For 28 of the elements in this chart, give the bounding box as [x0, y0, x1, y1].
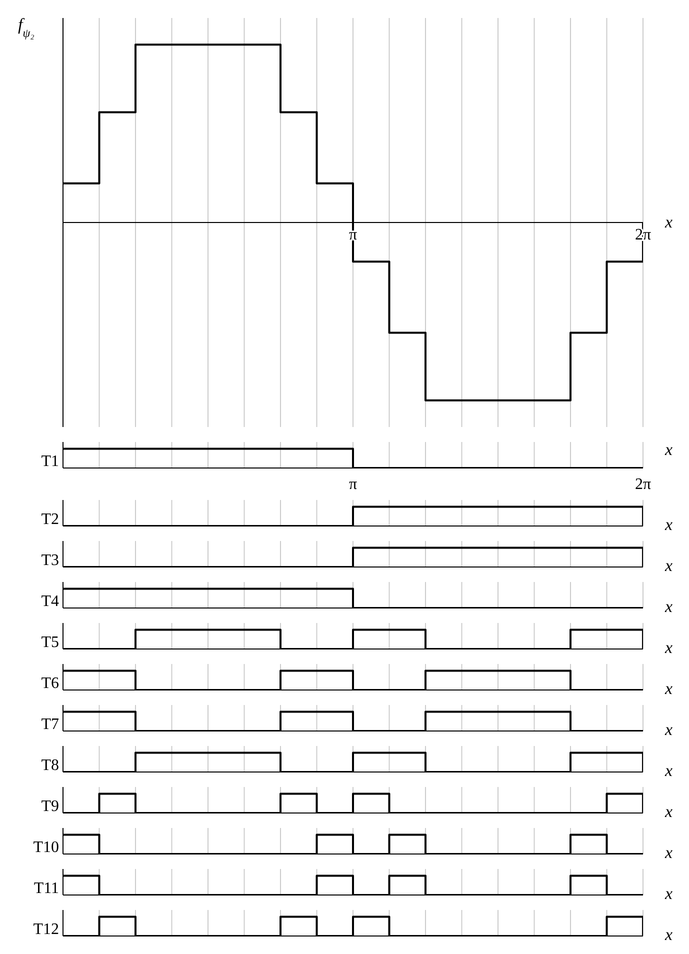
x-axis-title: x	[664, 720, 673, 739]
y-axis-title: T12	[33, 921, 59, 938]
x-axis-title: x	[664, 556, 673, 575]
y-axis-title: T8	[41, 757, 59, 774]
x-axis-title: x	[664, 212, 673, 232]
y-axis-title: f$_{ψ₂}$	[18, 15, 34, 40]
x-axis-title: x	[664, 515, 673, 534]
y-axis-title: T1	[41, 453, 59, 470]
y-axis-title: T10	[33, 839, 59, 856]
x-axis-title: x	[664, 925, 673, 944]
y-axis-title: T7	[41, 716, 59, 733]
x-axis-title: x	[664, 761, 673, 780]
y-axis-title: T2	[41, 511, 59, 528]
x-axis-title: x	[664, 638, 673, 657]
x-axis-title: x	[664, 843, 673, 862]
y-axis-title: T4	[41, 593, 59, 610]
x-axis-title: x	[664, 802, 673, 821]
y-axis-title: T9	[41, 798, 59, 815]
x-tick-label: 2π	[634, 476, 652, 493]
y-axis-title: T11	[34, 880, 59, 897]
x-axis-title: x	[664, 679, 673, 698]
x-axis-title: x	[664, 884, 673, 903]
x-tick-label: π	[348, 476, 358, 493]
y-axis-title: T3	[41, 552, 59, 569]
x-axis-title: x	[664, 597, 673, 616]
y-axis-title: T5	[41, 634, 59, 651]
x-axis-title: x	[664, 440, 673, 459]
y-axis-title: T6	[41, 675, 59, 692]
